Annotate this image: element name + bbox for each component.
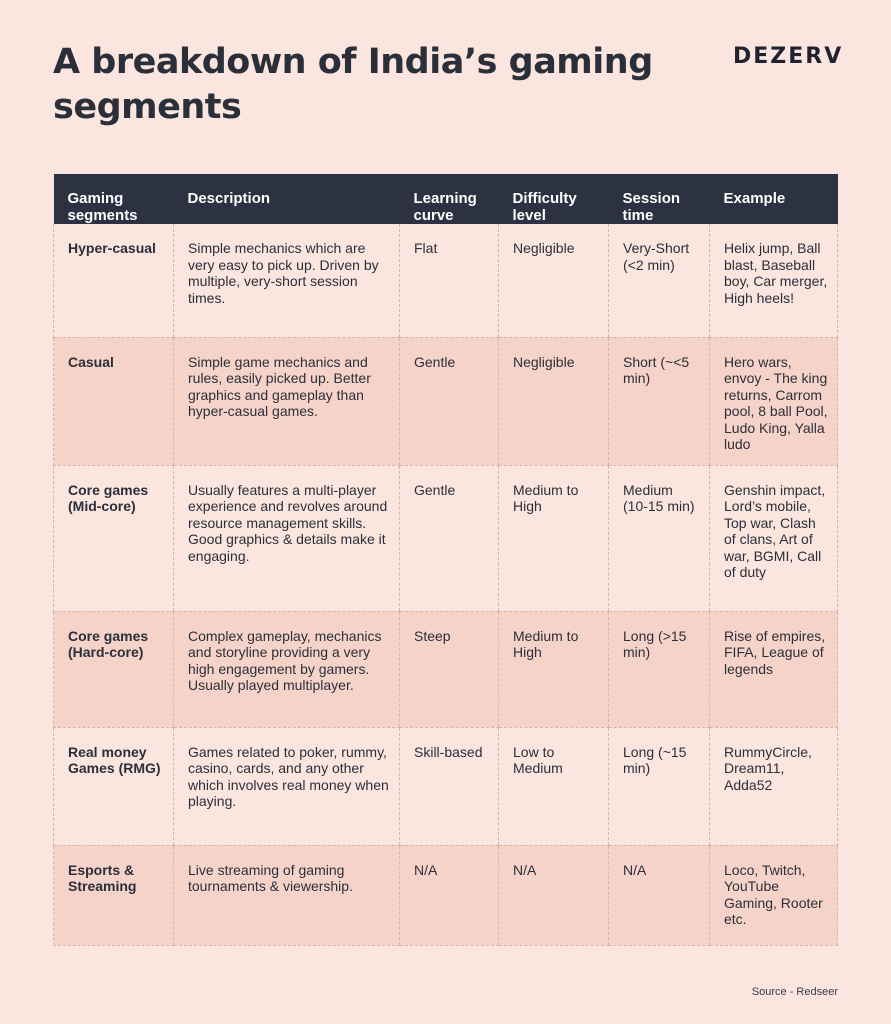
- header-session-time: Session time: [608, 174, 710, 224]
- description-cell: Live streaming of gaming tournaments & v…: [173, 845, 400, 946]
- session-time-cell: Long (~15 min): [608, 727, 710, 846]
- header-example: Example: [709, 174, 838, 224]
- example-cell: Genshin impact, Lord’s mobile, Top war, …: [709, 465, 838, 612]
- difficulty-cell: Low to Medium: [498, 727, 609, 846]
- header-description: Description: [173, 174, 400, 224]
- source-note: Source - Redseer: [751, 986, 838, 998]
- session-time-cell: Short (~<5 min): [608, 337, 710, 466]
- session-time-cell: Very-Short (<2 min): [608, 224, 710, 338]
- session-time-cell: Medium (10-15 min): [608, 465, 710, 612]
- segment-cell: Casual: [53, 337, 174, 466]
- example-cell: RummyCircle, Dream11, Adda52: [709, 727, 838, 846]
- description-cell: Simple game mechanics and rules, easily …: [173, 337, 400, 466]
- example-cell: Helix jump, Ball blast, Baseball boy, Ca…: [709, 224, 838, 338]
- learning-curve-cell: Steep: [399, 611, 499, 728]
- learning-curve-cell: Gentle: [399, 465, 499, 612]
- segment-cell: Core games (Hard-core): [53, 611, 174, 728]
- table-row: Esports & Streaming Live streaming of ga…: [53, 845, 838, 946]
- segments-table: Gaming segments Description Learning cur…: [53, 174, 838, 946]
- table-row: Core games (Hard-core) Complex gameplay,…: [53, 611, 838, 728]
- session-time-cell: Long (>15 min): [608, 611, 710, 728]
- table-row: Core games (Mid-core) Usually features a…: [53, 465, 838, 612]
- segment-cell: Esports & Streaming: [53, 845, 174, 946]
- example-cell: Rise of empires, FIFA, League of legends: [709, 611, 838, 728]
- table-row: Real money Games (RMG) Games related to …: [53, 727, 838, 846]
- brand-logo: DEZERV: [733, 44, 844, 69]
- segment-cell: Real money Games (RMG): [53, 727, 174, 846]
- example-cell: Hero wars, envoy - The king returns, Car…: [709, 337, 838, 466]
- table-row: Hyper-casual Simple mechanics which are …: [53, 224, 838, 338]
- table-row: Casual Simple game mechanics and rules, …: [53, 337, 838, 466]
- learning-curve-cell: N/A: [399, 845, 499, 946]
- learning-curve-cell: Flat: [399, 224, 499, 338]
- segment-cell: Hyper-casual: [53, 224, 174, 338]
- description-cell: Usually features a multi-player experien…: [173, 465, 400, 612]
- learning-curve-cell: Skill-based: [399, 727, 499, 846]
- header-difficulty-level: Difficulty level: [498, 174, 609, 224]
- header-gaming-segments: Gaming segments: [53, 174, 174, 224]
- header-learning-curve: Learning curve: [399, 174, 499, 224]
- difficulty-cell: Medium to High: [498, 611, 609, 728]
- description-cell: Complex gameplay, mechanics and storylin…: [173, 611, 400, 728]
- example-cell: Loco, Twitch, YouTube Gaming, Rooter etc…: [709, 845, 838, 946]
- page-title: A breakdown of India’s gaming segments: [53, 42, 653, 127]
- difficulty-cell: N/A: [498, 845, 609, 946]
- difficulty-cell: Negligible: [498, 224, 609, 338]
- description-cell: Simple mechanics which are very easy to …: [173, 224, 400, 338]
- difficulty-cell: Negligible: [498, 337, 609, 466]
- description-cell: Games related to poker, rummy, casino, c…: [173, 727, 400, 846]
- session-time-cell: N/A: [608, 845, 710, 946]
- table-header-row: Gaming segments Description Learning cur…: [53, 174, 838, 224]
- segment-cell: Core games (Mid-core): [53, 465, 174, 612]
- learning-curve-cell: Gentle: [399, 337, 499, 466]
- difficulty-cell: Medium to High: [498, 465, 609, 612]
